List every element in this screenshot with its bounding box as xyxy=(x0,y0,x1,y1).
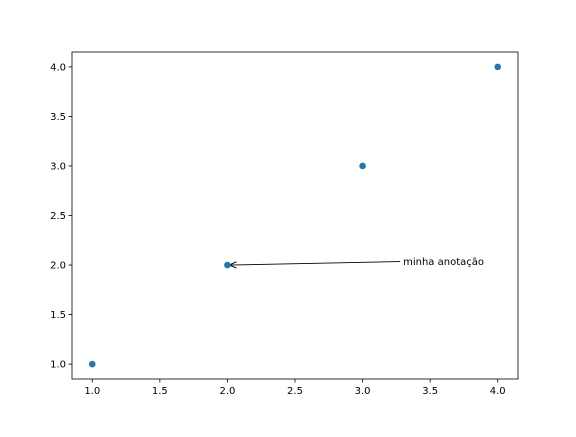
annotation-text: minha anotação xyxy=(403,257,484,268)
y-tick-label: 3.5 xyxy=(50,112,66,123)
y-axis: 1.0 1.5 2.0 2.5 3.0 3.5 4.0 xyxy=(50,62,72,371)
annotations: minha anotação xyxy=(229,257,484,268)
y-tick-label: 4.0 xyxy=(50,62,66,73)
x-tick-label: 3.0 xyxy=(355,386,371,397)
plot-area xyxy=(71,51,519,380)
data-point xyxy=(359,162,366,170)
data-point xyxy=(88,360,96,368)
y-tick-label: 2.0 xyxy=(50,261,66,272)
annotation-arrow xyxy=(229,261,401,266)
x-tick-label: 1.5 xyxy=(152,386,168,397)
data-points xyxy=(88,63,502,368)
y-tick-label: 2.5 xyxy=(50,211,66,222)
x-tick-label: 4.0 xyxy=(490,386,506,397)
x-tick-label: 3.5 xyxy=(422,386,438,397)
y-tick-label: 1.0 xyxy=(50,360,66,371)
data-point xyxy=(224,261,231,269)
x-axis: 1.0 1.5 2.0 2.5 3.0 3.5 4.0 xyxy=(84,379,506,397)
x-tick-label: 2.5 xyxy=(287,386,303,397)
x-tick-label: 2.0 xyxy=(219,386,235,397)
x-tick-label: 1.0 xyxy=(84,386,100,397)
data-point xyxy=(494,63,502,71)
y-tick-label: 1.5 xyxy=(50,310,66,321)
y-tick-label: 3.0 xyxy=(50,161,66,172)
